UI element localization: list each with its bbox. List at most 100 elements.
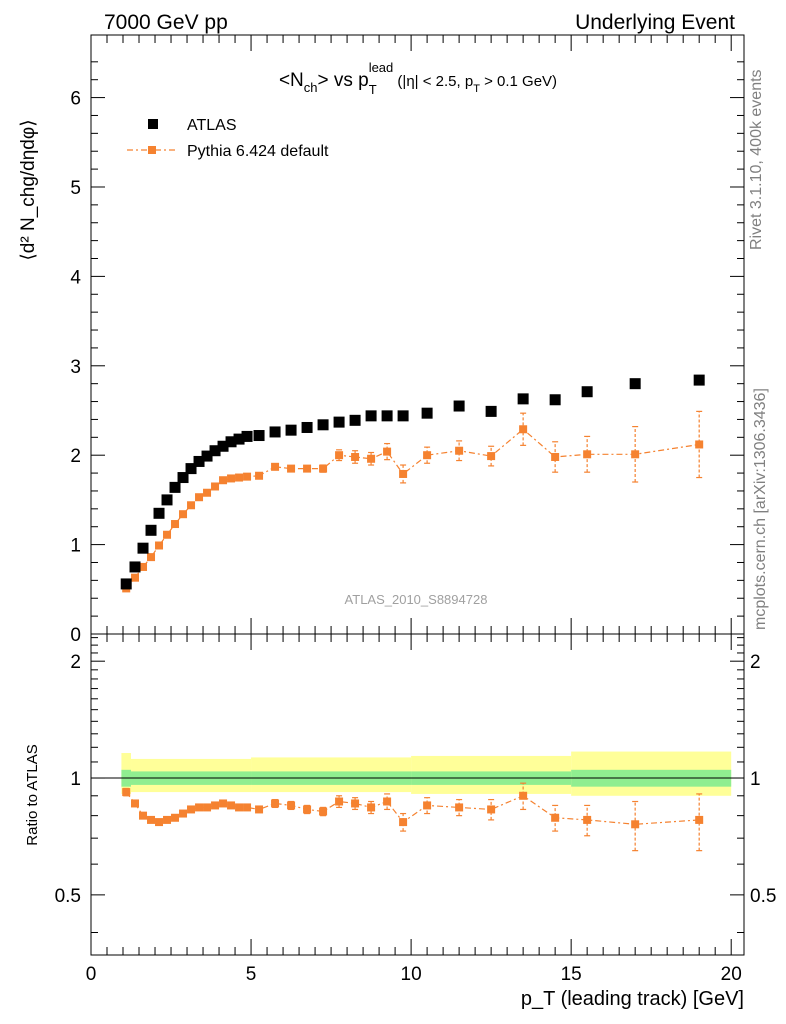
atlas-point [161,494,173,506]
atlas-point [137,542,149,554]
atlas-point [453,400,465,412]
pythia-main-point [163,530,172,539]
main-series [120,374,705,593]
main-ytick-labels: 0 1 2 3 4 5 6 [70,89,81,646]
ratio-axis-ticks [90,634,744,955]
atlas-point [129,561,141,573]
rivet-label: Rivet 3.1.10, 400k events [748,69,765,250]
pythia-main-point [219,476,228,485]
atlas-point [233,433,245,445]
mcplots-label: mcplots.cern.ch [arXiv:1306.3436] [752,388,769,630]
pythia-ratio-point [147,815,156,824]
pythia-ratio-point [519,791,528,800]
ratio-ytick-label: 0.5 [55,886,81,907]
xtick-label: 20 [721,964,742,985]
atlas-point [193,455,205,467]
ratio-series [122,782,704,852]
pythia-main-point [631,450,640,459]
pythia-main-point [583,450,592,459]
atlas-point [381,410,393,422]
main-ylabel: ⟨d² N_chg/dηdφ⟩ [18,119,39,260]
atlas-point [185,463,197,475]
atlas-point [629,378,641,390]
atlas-point [333,416,345,428]
main-title: <Nch> vs pTlead (|η| < 2.5, pT > 0.1 GeV… [279,60,557,97]
analysis-watermark: ATLAS_2010_S8894728 [345,592,488,607]
pythia-ratio-point [179,809,188,818]
legend: ATLAS Pythia 6.424 default [127,117,329,160]
ratio-ylabel: Ratio to ATLAS [24,744,41,845]
pythia-main-point [139,562,148,571]
pythia-main-point [131,573,140,582]
main-axis-ticks [90,35,744,635]
pythia-ratio-point [122,788,131,797]
pythia-ratio-point [155,818,164,827]
xlabel: p_T (leading track) [GeV] [521,988,744,1010]
ratio-panel: 0.5 0.5 1 1 2 2 0 5 10 15 20 Ratio to ATLAS p_T (… [24,633,777,1010]
pythia-ratio-point [187,805,196,814]
xtick-label: 15 [561,964,582,985]
header-left: 7000 GeV pp [104,11,228,34]
xtick-label: 10 [401,964,422,985]
pythia-ratio-line [125,791,700,825]
atlas-point [145,524,157,536]
atlas-point [177,472,189,484]
pythia-main-point [399,469,408,478]
header-right: Underlying Event [575,11,735,34]
ratio-ytick-labels: 0.5 0.5 1 1 2 2 [55,652,777,907]
pythia-ratio-point [367,803,376,812]
main-ytick-label: 5 [70,178,81,199]
pythia-main-point [423,451,432,460]
ratio-ytick-label-right: 2 [750,652,761,673]
title-cut: (|η| < 2.5, p [393,73,473,90]
legend-marker-atlas [148,119,158,129]
pythia-main-point [195,493,204,502]
pythia-ratio-point [211,801,220,810]
pythia-ratio-point [383,797,392,806]
atlas-point [169,481,181,493]
pythia-main-point [155,541,164,550]
pythia-ratio-point [235,803,244,812]
ratio-ytick-label-right: 1 [750,769,761,790]
legend-label-atlas: ATLAS [187,117,237,134]
pythia-ratio-point [243,803,252,812]
atlas-point [581,386,593,398]
pythia-ratio-point [399,818,408,827]
atlas-point [225,436,237,448]
pythia-main-point [147,553,156,562]
atlas-point [485,405,497,417]
main-ytick-label: 0 [70,625,81,646]
pythia-ratio-point [303,805,312,814]
pythia-main-point [171,520,180,529]
pythia-ratio-point [271,799,280,808]
pythia-ratio-point [203,803,212,812]
title-sup: lead [369,60,394,75]
pythia-main-line [125,428,700,589]
pythia-main-point [271,462,280,471]
pythia-main-point [319,464,328,473]
title-sub1: ch [304,80,318,95]
main-ytick-label: 2 [70,446,81,467]
pythia-ratio-point [695,815,704,824]
pythia-ratio-point [583,815,592,824]
xtick-label: 0 [86,964,97,985]
pythia-ratio-point [351,799,360,808]
pythia-main-point [227,474,236,483]
pythia-main-point [287,464,296,473]
pythia-ratio-point [455,803,464,812]
atlas-point [693,374,705,386]
pythia-main-point [211,482,220,491]
xtick-labels: 0 5 10 15 20 [86,964,742,985]
title-mid: > vs p [318,70,369,91]
pythia-main-point [455,446,464,455]
atlas-point [201,450,213,462]
atlas-point [549,394,561,406]
pythia-ratio-point [551,813,560,822]
main-ytick-label: 6 [70,89,81,110]
xtick-label: 5 [246,964,257,985]
ratio-bands [121,751,732,796]
title-cut-sub: T [473,83,480,95]
atlas-point [153,507,165,519]
pythia-main-point [203,488,212,497]
